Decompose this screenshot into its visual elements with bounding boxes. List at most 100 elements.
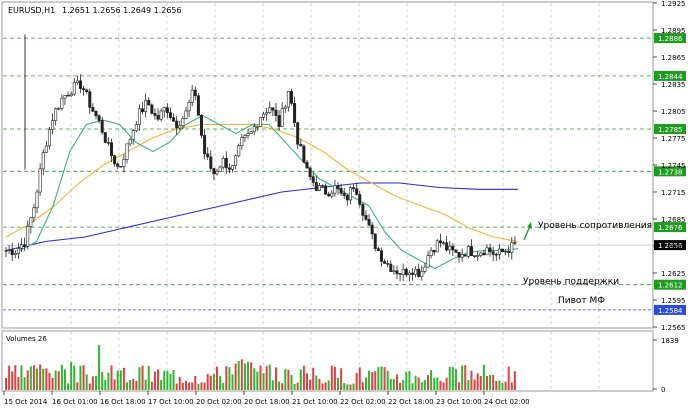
volume-bar-148 [464, 365, 467, 390]
volume-bar-11 [39, 364, 42, 390]
candle-body-144 [451, 245, 455, 251]
volume-bar-140 [439, 380, 442, 390]
time-axis: 15 Oct 2014 16 Oct 01:00 16 Oct 18:00 17 Oc… [3, 391, 530, 406]
candle-body-34 [110, 142, 114, 156]
candle-body-145 [454, 249, 458, 253]
candle-body-135 [423, 266, 427, 272]
candle-body-103 [324, 185, 328, 195]
candle-body-96 [302, 145, 306, 163]
candle-146 [457, 252, 461, 263]
volume-bar-85 [268, 364, 271, 390]
volume-title: Volumes 26 [6, 335, 47, 343]
candle-body-158 [494, 254, 498, 256]
volume-bar-161 [504, 381, 507, 390]
volume-bar-160 [501, 383, 504, 390]
resistance-arrow [523, 225, 531, 241]
volume-bar-40 [129, 379, 132, 390]
candle-body-159 [497, 248, 501, 255]
candle-body-85 [268, 107, 272, 113]
volume-bar-45 [144, 379, 147, 390]
candle-body-57 [181, 118, 185, 126]
candle-137 [429, 247, 433, 259]
candle-44 [141, 101, 145, 115]
candle-46 [147, 97, 151, 106]
candle-body-37 [119, 166, 123, 168]
candle-body-14 [47, 129, 51, 147]
candle-body-162 [507, 250, 511, 254]
candle-body-91 [286, 91, 290, 108]
candle-body-3 [13, 252, 17, 255]
volume-bar-33 [107, 372, 110, 390]
candle-body-33 [106, 142, 110, 144]
volume-bar-12 [42, 368, 45, 390]
candle-73 [231, 165, 235, 173]
candle-body-149 [466, 246, 470, 257]
y-tick-label-3: 1.2835 [661, 81, 686, 89]
volume-bar-92 [290, 375, 293, 390]
volume-bar-154 [482, 364, 485, 390]
volume-bar-79 [250, 362, 253, 390]
candle-85 [268, 101, 272, 114]
volume-bar-5 [20, 365, 23, 390]
candle-body-93 [293, 103, 297, 124]
volume-bar-73 [231, 374, 234, 390]
volume-bar-37 [119, 370, 122, 390]
candle-81 [255, 126, 259, 132]
y-tick-label-1: 1.2895 [661, 27, 686, 35]
candle-body-137 [429, 250, 433, 256]
candle-body-9 [32, 207, 36, 219]
volume-bar-53 [169, 373, 172, 390]
volume-bar-124 [389, 378, 392, 390]
candle-115 [361, 202, 365, 222]
ma-mid-line [5, 123, 519, 243]
candle-132 [414, 266, 418, 278]
candle-body-118 [370, 224, 374, 235]
candle-94 [296, 121, 300, 150]
x-tick-label-0: 15 Oct 2014 [4, 398, 48, 406]
candle-body-129 [404, 268, 408, 276]
candle-body-69 [218, 166, 222, 172]
candle-body-51 [162, 107, 166, 112]
candle-body-120 [376, 248, 380, 252]
candle-129 [404, 267, 408, 277]
candle-71 [224, 151, 228, 174]
candle-body-2 [10, 249, 14, 255]
candle-body-67 [212, 168, 216, 175]
volume-bar-22 [73, 365, 76, 390]
candle-body-43 [137, 108, 141, 125]
volume-bar-32 [104, 379, 107, 390]
candle-body-111 [348, 187, 352, 201]
candle-162 [507, 245, 511, 257]
level-badge-0 [654, 33, 686, 44]
x-tick-label-8: 22 Oct 18:00 [388, 398, 434, 406]
volume-bar-70 [222, 382, 225, 390]
candle-body-125 [392, 270, 396, 272]
volume-bar-153 [479, 376, 482, 390]
level-lines: 1.2886 1.2844 1.2785 1.2738 1.2676 1.2612 1.25… [3, 33, 686, 315]
candle-body-48 [153, 113, 157, 116]
candle-8 [29, 217, 33, 234]
volume-bar-55 [175, 383, 178, 390]
volume-bar-6 [23, 377, 26, 390]
candle-99 [311, 172, 315, 187]
support-annotation: Уровень поддержки [523, 277, 619, 287]
candle-25 [82, 85, 86, 96]
volume-bar-139 [436, 377, 439, 390]
candle-body-0 [4, 250, 8, 252]
candle-57 [181, 116, 185, 130]
volume-bar-121 [380, 366, 383, 390]
volume-bar-74 [234, 363, 237, 390]
candle-body-156 [488, 247, 492, 252]
volume-bar-130 [408, 371, 411, 390]
candle-163 [510, 237, 514, 260]
volume-bar-134 [420, 382, 423, 390]
candle-body-6 [23, 244, 27, 247]
candle-body-134 [420, 270, 424, 277]
volume-bar-93 [293, 384, 296, 390]
vol-tick-label-0: 1839 [661, 337, 679, 345]
candle-body-42 [134, 124, 138, 131]
volume-bar-135 [423, 380, 426, 390]
volume-bar-81 [256, 371, 259, 390]
